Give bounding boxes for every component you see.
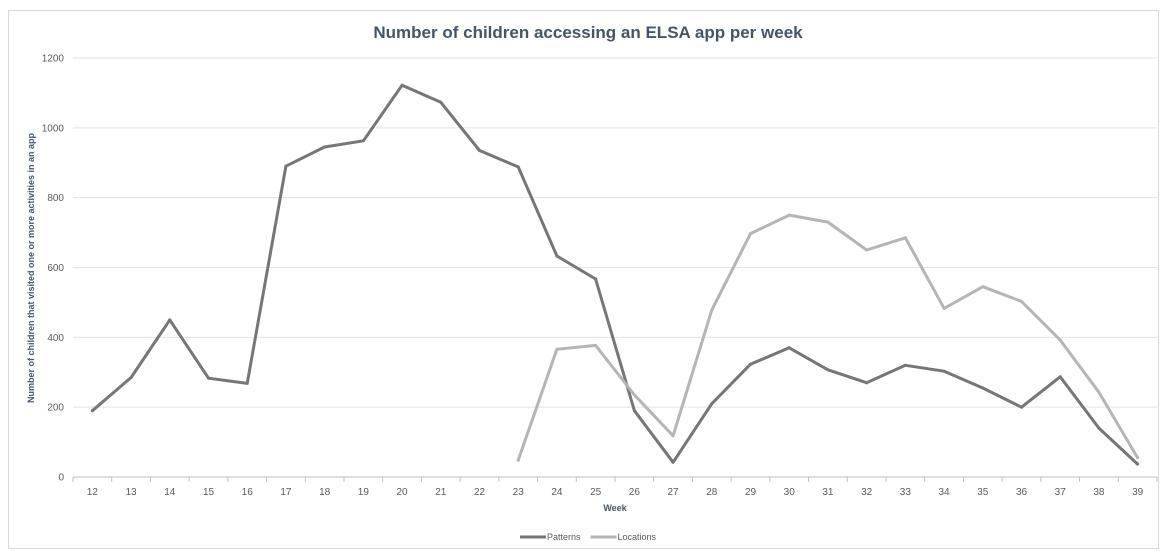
x-tick-label: 37 [1055, 487, 1067, 498]
locations-point [942, 306, 946, 310]
x-tick-label: 16 [242, 487, 254, 498]
legend-label-patterns: Patterns [547, 532, 581, 542]
patterns-point [129, 376, 133, 379]
x-tick-label: 27 [668, 487, 680, 498]
patterns-point [942, 369, 946, 373]
patterns-point [1136, 462, 1140, 466]
x-tick-label: 38 [1093, 487, 1105, 498]
patterns-point [981, 386, 985, 390]
locations-point [516, 458, 520, 462]
x-tick-label: 12 [87, 487, 99, 498]
locations-point [865, 248, 869, 252]
series-lines [90, 83, 1140, 466]
locations-point [903, 236, 907, 240]
locations-point [632, 393, 636, 397]
patterns-point [749, 362, 752, 366]
patterns-point [1097, 426, 1101, 430]
patterns-point [594, 277, 598, 281]
y-tick-label: 1000 [42, 123, 65, 134]
locations-point [594, 343, 598, 347]
x-tick-label: 26 [629, 487, 641, 498]
patterns-point [1058, 375, 1062, 379]
locations-point [981, 285, 985, 289]
y-tick-label: 400 [47, 333, 64, 344]
patterns-point [284, 164, 288, 168]
y-tick-labels: 0 200 400 600 800 1000 1200 [42, 54, 65, 484]
x-tick-label: 21 [435, 487, 447, 498]
x-tick-label: 35 [977, 487, 989, 498]
patterns-point [245, 381, 249, 385]
patterns-point [632, 409, 636, 413]
locations-point [1058, 338, 1062, 342]
locations-point [710, 308, 714, 312]
patterns-point [439, 100, 443, 104]
patterns-point [516, 165, 520, 169]
x-tick-label: 33 [900, 487, 912, 498]
x-tick-label: 25 [590, 487, 602, 498]
patterns-point [207, 376, 210, 380]
x-tick-label: 23 [513, 487, 525, 498]
patterns-point [1020, 405, 1023, 409]
x-tick-label: 28 [706, 487, 718, 498]
patterns-point [168, 318, 172, 322]
locations-point [826, 220, 830, 224]
patterns-point [90, 409, 94, 413]
locations-point [1097, 390, 1101, 394]
y-tick-label: 1200 [42, 54, 65, 65]
patterns-point [903, 363, 907, 367]
locations-point [671, 434, 675, 438]
x-axis-label: Week [603, 503, 627, 513]
x-tick-label: 24 [551, 487, 563, 498]
patterns-point [865, 381, 869, 385]
x-tick-label: 14 [164, 487, 176, 498]
series-patterns [90, 83, 1140, 466]
patterns-point [710, 402, 714, 406]
y-tick-label: 600 [47, 263, 64, 274]
x-tick-label: 31 [822, 487, 834, 498]
x-tick-label: 19 [358, 487, 370, 498]
locations-point [555, 347, 559, 351]
x-tick-label: 17 [280, 487, 292, 498]
series-locations [516, 213, 1140, 462]
chart-frame [8, 10, 1159, 549]
x-tick-label: 29 [745, 487, 757, 498]
y-tick-label: 0 [58, 473, 64, 484]
x-tick-label: 34 [939, 487, 951, 498]
x-tick-label: 13 [126, 487, 138, 498]
x-tick-label: 32 [861, 487, 873, 498]
patterns-point [400, 83, 404, 87]
gridlines [73, 57, 1157, 478]
patterns-point [787, 346, 791, 350]
patterns-point [826, 368, 830, 372]
patterns-point [555, 254, 559, 258]
patterns-line [90, 83, 1140, 466]
y-axis-label: Number of children that visited one or m… [26, 132, 36, 403]
legend: Patterns Locations [520, 532, 657, 542]
patterns-point [323, 145, 327, 149]
x-tick-label: 30 [784, 487, 796, 498]
x-tick-label: 36 [1016, 487, 1028, 498]
x-tick-label: 39 [1132, 487, 1144, 498]
locations-point [749, 232, 752, 236]
patterns-point [361, 139, 365, 143]
x-tick-label: 20 [397, 487, 409, 498]
x-tick-label: 18 [319, 487, 331, 498]
locations-point [1020, 299, 1023, 303]
locations-point [787, 213, 791, 217]
x-tick-label: 22 [474, 487, 486, 498]
chart-title: Number of children accessing an ELSA app… [373, 23, 803, 42]
patterns-point [478, 149, 481, 152]
patterns-point [671, 460, 675, 464]
x-tick-labels: 12 13 14 15 16 17 18 19 20 21 22 23 24 25 26 27 28 29 30 31… [72, 477, 1158, 498]
locations-point [1136, 456, 1140, 460]
x-tick-label: 15 [203, 487, 215, 498]
legend-label-locations: Locations [618, 532, 657, 542]
y-tick-label: 800 [47, 193, 64, 204]
y-tick-label: 200 [47, 403, 64, 414]
